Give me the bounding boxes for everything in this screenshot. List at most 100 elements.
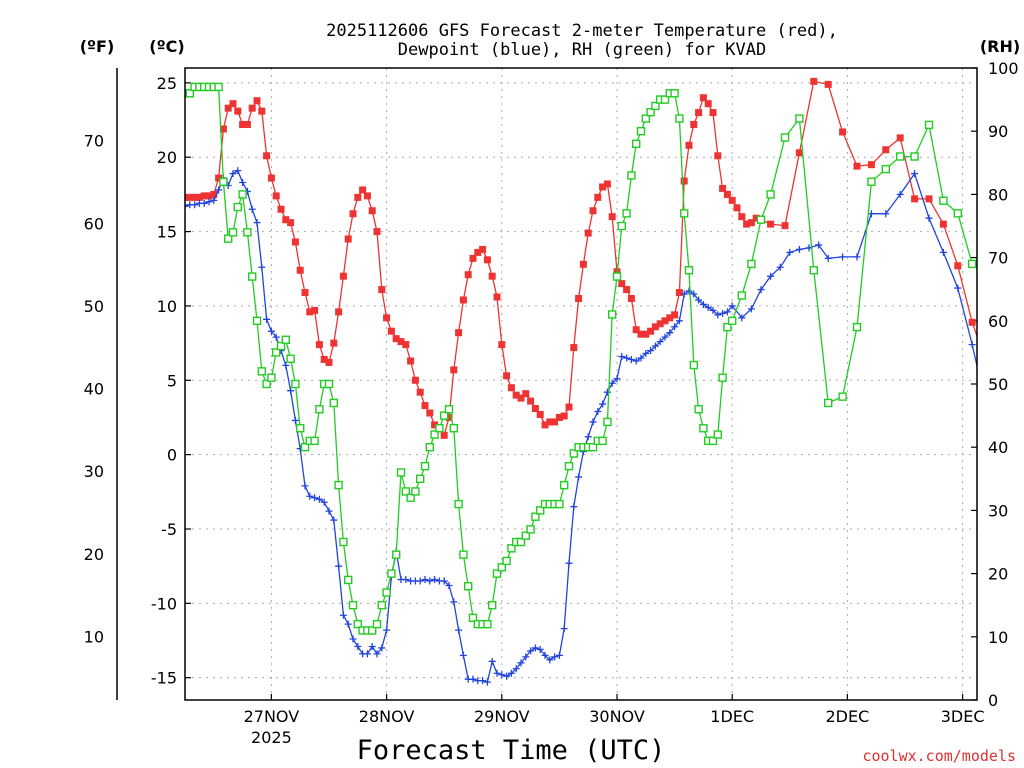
temperature-point (570, 344, 578, 352)
rh-point (684, 266, 694, 275)
chart-title-line-1: 2025112606 GFS Forecast 2-meter Temperat… (326, 21, 838, 41)
rh-point (675, 114, 684, 123)
rh-tick-label: 30 (988, 501, 1008, 520)
rh-point (608, 310, 617, 319)
temperature-point (810, 77, 818, 85)
temperature-point (483, 256, 491, 264)
temperature-point (344, 235, 352, 243)
dewpoint-point (704, 303, 712, 311)
dewpoint-point (651, 342, 659, 350)
rh-point (243, 228, 252, 237)
dewpoint-point (301, 482, 309, 490)
rh-point (636, 126, 646, 136)
temperature-point (651, 323, 659, 331)
temperature-point (795, 149, 803, 157)
dewpoint-point (608, 379, 616, 387)
dewpoint-point (603, 388, 611, 396)
temperature-point (498, 341, 506, 349)
rh-point (334, 480, 343, 490)
rh-point (411, 487, 420, 496)
temperature-point (882, 146, 890, 154)
rh-point (488, 601, 497, 610)
rh-tick-label: 90 (988, 122, 1008, 141)
dewpoint-point (685, 287, 693, 295)
temperature-point (407, 357, 415, 365)
rh-point (392, 550, 401, 559)
rh-point (430, 430, 439, 439)
fahrenheit-unit-label: (ºF) (80, 37, 115, 56)
rh-point (713, 430, 722, 439)
rh-point (516, 537, 526, 547)
temperature-point (493, 293, 501, 301)
fahrenheit-tick-label: 60 (84, 214, 104, 233)
dewpoint-point (671, 323, 679, 331)
rh-point (382, 588, 391, 597)
temperature-point (335, 308, 343, 316)
celsius-tick-label: -5 (161, 520, 177, 539)
dewpoint-point (795, 245, 803, 253)
temperature-point (555, 413, 563, 421)
rh-point (387, 569, 396, 578)
rh-point (272, 348, 281, 357)
rh-point (694, 405, 703, 414)
rh-point (416, 474, 425, 483)
temperature-point (383, 314, 391, 322)
rh-tick-label: 40 (988, 438, 1008, 457)
rh-point (747, 259, 756, 269)
temperature-point (824, 80, 832, 88)
dewpoint-point (450, 598, 458, 606)
time-tick-label: 30NOV (589, 707, 645, 726)
dewpoint-point (469, 675, 477, 683)
rh-point (560, 480, 569, 490)
temperature-point (603, 180, 611, 188)
time-tick-label: 29NOV (474, 707, 530, 726)
rh-point (699, 424, 708, 433)
dewpoint-point (483, 678, 491, 686)
dewpoint-point (383, 626, 391, 634)
dewpoint-point (527, 647, 535, 655)
dewpoint-point (594, 408, 602, 416)
rh-point (766, 190, 775, 199)
rh-point (440, 411, 449, 420)
rh-point (536, 506, 545, 515)
temperature-point (287, 219, 295, 227)
temperature-point (560, 412, 568, 420)
rh-point (315, 405, 324, 414)
dewpoint-point (555, 651, 563, 659)
dewpoint-point (402, 576, 410, 584)
rh-point (339, 537, 348, 547)
rh-point (507, 544, 516, 553)
temperature-point (527, 397, 535, 405)
rh-point (564, 461, 574, 471)
temperature-point (738, 213, 746, 221)
rh-tick-label: 0 (988, 691, 998, 710)
rh-point (219, 177, 228, 186)
temperature-point (402, 341, 410, 349)
time-tick-label: 28NOV (359, 707, 415, 726)
dewpoint-point (623, 354, 631, 362)
fahrenheit-tick-label: 10 (84, 627, 104, 646)
dewpoint-point (690, 290, 698, 298)
dewpoint-point (560, 625, 568, 633)
temperature-point (647, 327, 655, 335)
temperature-point (464, 271, 472, 279)
temperature-point (517, 394, 525, 402)
temperature-point (546, 418, 554, 426)
temperature-point (253, 97, 261, 105)
rh-point (526, 525, 535, 534)
dewpoint-point (287, 387, 295, 395)
temperature-point (397, 338, 405, 346)
temperature-point (983, 360, 990, 367)
rh-tick-label: 60 (988, 312, 1008, 331)
rh-point (252, 316, 262, 325)
rh-point (910, 152, 919, 161)
dewpoint-point (680, 290, 688, 298)
temperature-point (781, 222, 789, 230)
rh-point (324, 379, 334, 389)
rh-point (983, 273, 990, 280)
dewpoint-point (234, 167, 242, 175)
temperature-point (426, 409, 434, 417)
temperature-point (306, 308, 314, 316)
rh-point (737, 291, 746, 300)
rh-point (1012, 235, 1019, 242)
